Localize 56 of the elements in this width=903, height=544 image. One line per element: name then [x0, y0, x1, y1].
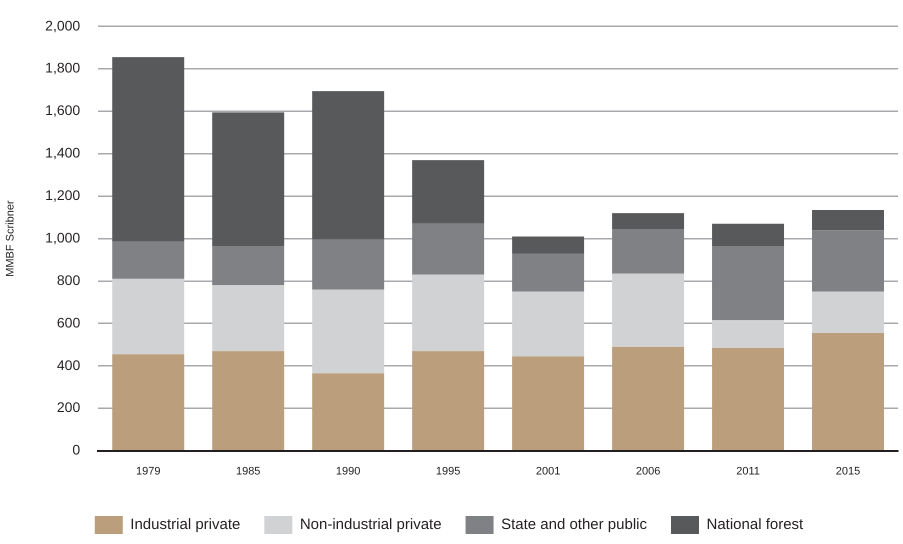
y-tick-label: 1,600	[45, 102, 80, 118]
bar	[112, 354, 184, 450]
x-tick-label: 1995	[436, 465, 460, 478]
bar	[212, 285, 284, 352]
y-tick-label: 1,400	[45, 144, 80, 161]
bar	[812, 230, 884, 292]
bar	[712, 224, 784, 246]
y-tick-label: 1,200	[45, 187, 80, 204]
x-tick-label: 2011	[736, 465, 760, 478]
bar	[312, 373, 384, 450]
bar	[112, 57, 184, 242]
bar	[512, 253, 584, 292]
legend-label: State and other public	[501, 516, 648, 534]
y-tick-label: 200	[56, 399, 80, 416]
bar	[412, 351, 484, 450]
bar	[612, 229, 684, 274]
y-axis-title: MMBF Scribner	[4, 200, 17, 277]
bar	[612, 213, 684, 230]
bar	[812, 333, 884, 450]
x-tick-label: 1985	[236, 465, 260, 478]
legend-label: Non-industrial private	[300, 516, 442, 534]
bar	[412, 224, 484, 275]
bar	[512, 292, 584, 356]
x-tick-label: 2015	[836, 465, 860, 478]
bar	[712, 320, 784, 348]
y-tick-label: 400	[56, 356, 80, 373]
bar	[812, 292, 884, 334]
legend-label: National forest	[706, 516, 804, 534]
x-tick-label: 2001	[536, 465, 560, 478]
x-tick-label: 2006	[636, 465, 660, 478]
y-tick-label: 2,000	[45, 17, 80, 34]
y-tick-label: 600	[56, 314, 80, 330]
bar	[512, 236, 584, 254]
y-tick-label: 0	[72, 442, 80, 458]
bar	[212, 351, 284, 450]
bar	[412, 274, 484, 352]
bar	[312, 240, 384, 290]
y-tick-label: 1,000	[45, 229, 80, 246]
bar	[212, 246, 284, 286]
bar	[612, 274, 684, 347]
bar	[112, 242, 184, 279]
bar	[412, 160, 484, 224]
bar	[812, 210, 884, 230]
x-tick-label: 1979	[136, 465, 160, 478]
bar	[212, 112, 284, 246]
bar	[712, 348, 784, 450]
bar	[612, 346, 684, 450]
legend-label: Industrial private	[130, 516, 240, 534]
x-tick-label: 1990	[336, 465, 360, 478]
bar	[512, 356, 584, 450]
bar	[112, 278, 184, 354]
y-tick-label: 800	[56, 272, 80, 288]
bar	[312, 290, 384, 374]
bar	[712, 246, 784, 320]
bar	[312, 91, 384, 240]
y-tick-label: 1,800	[45, 60, 80, 76]
